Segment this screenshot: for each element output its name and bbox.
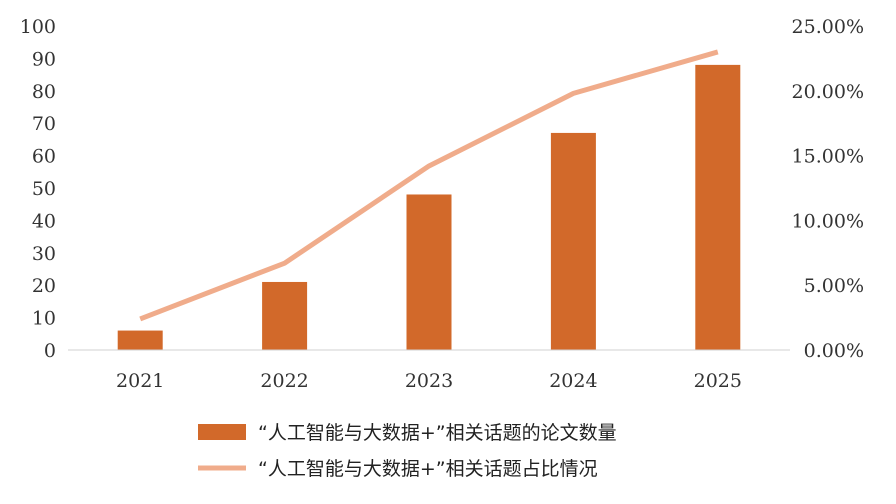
left-tick-label: 30 — [32, 243, 56, 265]
legend-bar-swatch — [198, 424, 246, 440]
legend-bar-label: “人工智能与大数据+”相关话题的论文数量 — [258, 422, 617, 444]
x-tick-label: 2023 — [405, 370, 453, 392]
bar-2021 — [117, 330, 163, 350]
x-tick-label: 2025 — [694, 370, 742, 392]
legend: “人工智能与大数据+”相关话题的论文数量 “人工智能与大数据+”相关话题占比情况 — [198, 422, 617, 480]
right-tick-label: 15.00% — [792, 146, 864, 168]
right-tick-label: 10.00% — [792, 210, 864, 232]
left-tick-label: 50 — [32, 178, 56, 200]
right-tick-label: 5.00% — [804, 275, 864, 297]
left-tick-label: 10 — [32, 308, 56, 330]
legend-line-label: “人工智能与大数据+”相关话题占比情况 — [258, 458, 598, 480]
left-axis-ticks: 0 10 20 30 40 50 60 70 80 90 100 — [20, 16, 56, 362]
right-tick-label: 25.00% — [792, 16, 864, 38]
left-tick-label: 0 — [44, 340, 56, 362]
left-tick-label: 60 — [32, 146, 56, 168]
left-tick-label: 90 — [32, 48, 56, 70]
left-tick-label: 70 — [32, 113, 56, 135]
bar-2022 — [262, 281, 308, 350]
right-tick-label: 0.00% — [804, 340, 864, 362]
x-tick-label: 2021 — [116, 370, 164, 392]
left-tick-label: 80 — [32, 81, 56, 103]
bar-2023 — [406, 194, 452, 350]
x-tick-label: 2024 — [549, 370, 597, 392]
x-axis-ticks: 2021 2022 2023 2024 2025 — [116, 370, 742, 392]
x-tick-label: 2022 — [260, 370, 308, 392]
bar-2024 — [550, 132, 596, 350]
left-tick-label: 20 — [32, 275, 56, 297]
left-tick-label: 100 — [20, 16, 56, 38]
right-tick-label: 20.00% — [792, 81, 864, 103]
left-tick-label: 40 — [32, 210, 56, 232]
line-series-layer — [139, 49, 719, 322]
right-axis-ticks: 0.00% 5.00% 10.00% 15.00% 20.00% 25.00% — [792, 16, 864, 362]
bar-2025 — [695, 64, 741, 350]
bar-series — [117, 64, 741, 350]
